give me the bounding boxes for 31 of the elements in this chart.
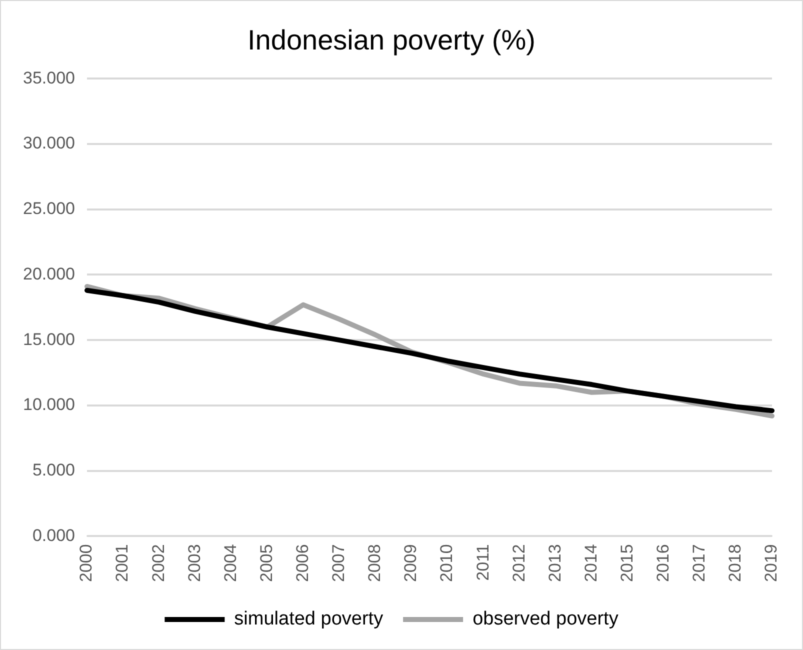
x-tick-label: 2013 xyxy=(545,544,564,582)
y-tick-label: 20.000 xyxy=(22,264,75,284)
y-tick-label: 25.000 xyxy=(22,199,75,218)
x-tick-label: 2000 xyxy=(76,544,96,582)
y-tick-label: 5.000 xyxy=(32,460,75,480)
x-tick-label: 2006 xyxy=(293,544,312,582)
x-tick-label: 2005 xyxy=(256,544,276,582)
x-tick-label: 2004 xyxy=(220,544,240,582)
x-tick-label: 2016 xyxy=(654,544,673,582)
chart-title: Indonesian poverty (%) xyxy=(248,24,536,56)
legend-label: observed poverty xyxy=(472,608,619,630)
x-tick-label: 2008 xyxy=(365,544,384,582)
x-tick-label: 2002 xyxy=(148,544,168,582)
y-tick-label: 0.000 xyxy=(32,526,75,545)
y-tick-label: 35.000 xyxy=(22,68,75,88)
y-tick-label: 10.000 xyxy=(22,395,75,414)
x-tick-label: 2009 xyxy=(401,544,420,582)
x-tick-label: 2019 xyxy=(762,544,781,582)
x-tick-label: 2012 xyxy=(509,544,528,582)
y-tick-label: 30.000 xyxy=(22,134,75,153)
x-tick-label: 2015 xyxy=(617,544,636,582)
x-tick-label: 2007 xyxy=(329,544,348,582)
y-tick-label: 15.000 xyxy=(22,330,75,349)
x-tick-label: 2011 xyxy=(473,544,492,581)
x-tick-label: 2003 xyxy=(184,544,204,582)
x-tick-label: 2001 xyxy=(112,544,132,582)
x-tick-label: 2014 xyxy=(581,544,600,582)
x-tick-label: 2017 xyxy=(690,544,709,582)
x-tick-label: 2010 xyxy=(437,544,456,582)
x-tick-label: 2018 xyxy=(726,544,745,582)
legend-label: simulated poverty xyxy=(234,608,384,630)
